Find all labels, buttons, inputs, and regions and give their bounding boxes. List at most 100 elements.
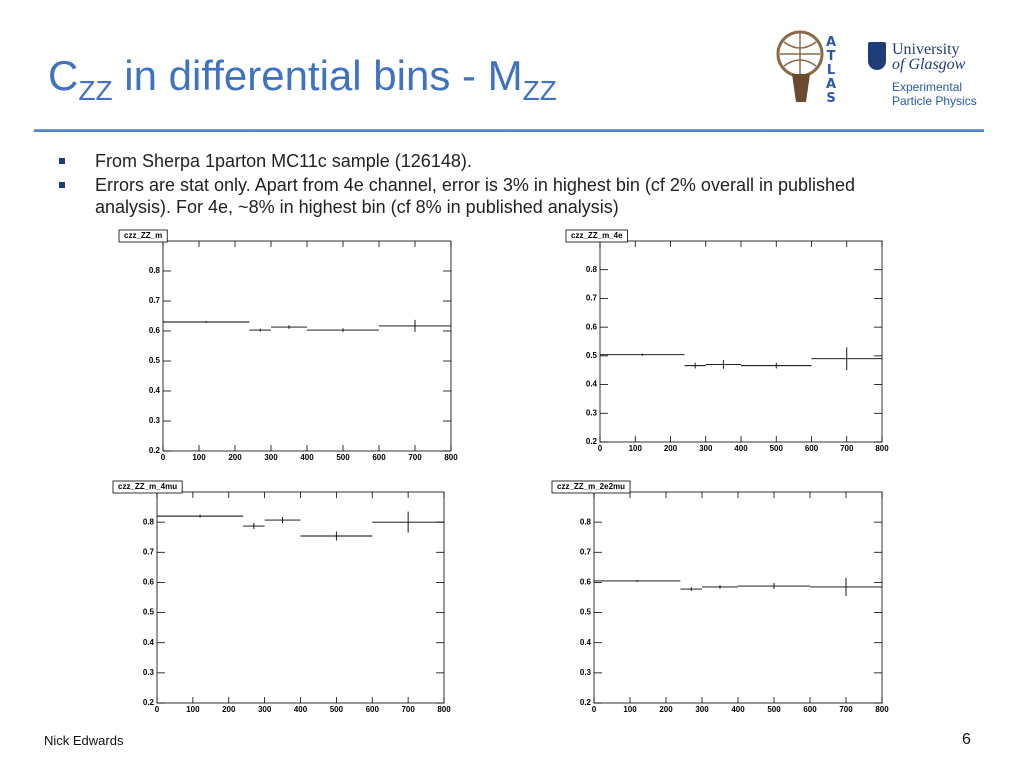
x-tick-label: 0 xyxy=(592,705,597,714)
y-tick-label: 0.4 xyxy=(586,380,598,389)
chart-title-box xyxy=(112,480,183,494)
x-tick-label: 200 xyxy=(664,444,678,453)
y-tick-label: 0.8 xyxy=(586,265,598,274)
x-tick-label: 800 xyxy=(437,705,451,714)
group-line: Experimental xyxy=(892,80,963,94)
plot-frame xyxy=(162,240,452,452)
x-tick-label: 300 xyxy=(695,705,709,714)
y-tick-label: 0.6 xyxy=(149,326,161,335)
bullet: Errors are stat only. Apart from 4e chan… xyxy=(59,174,935,218)
atlas-letter: S xyxy=(826,91,836,106)
uni-line: of Glasgow xyxy=(892,56,966,73)
page-number: 6 xyxy=(962,731,971,748)
title-text: C xyxy=(48,52,79,99)
plot-frame xyxy=(593,491,883,704)
chart-title-box xyxy=(118,229,168,243)
y-tick-label: 0.7 xyxy=(149,296,161,305)
x-tick-label: 300 xyxy=(258,705,272,714)
x-tick-label: 400 xyxy=(300,453,314,462)
crest xyxy=(868,42,886,70)
plot-frame xyxy=(156,491,445,704)
x-tick-label: 500 xyxy=(330,705,344,714)
y-tick-label: 0.4 xyxy=(143,638,155,647)
x-tick-label: 300 xyxy=(264,453,278,462)
y-tick-label: 0.6 xyxy=(580,578,592,587)
y-tick-label: 0.5 xyxy=(143,608,155,617)
title-sub: ZZ xyxy=(522,75,557,106)
chart-title: czz_ZZ_m_4e xyxy=(571,231,623,240)
y-tick-label: 0.3 xyxy=(149,416,161,425)
y-tick-label: 0.2 xyxy=(143,698,155,707)
x-tick-label: 200 xyxy=(228,453,242,462)
footer-author: Nick Edwards xyxy=(44,733,124,748)
slide-title: CZZ in differential bins - MZZ xyxy=(48,52,557,107)
x-tick-label: 700 xyxy=(401,705,415,714)
y-tick-label: 0.4 xyxy=(580,638,592,647)
y-tick-label: 0.5 xyxy=(586,351,598,360)
y-tick-label: 0.5 xyxy=(149,356,161,365)
y-tick-label: 0.2 xyxy=(149,446,161,455)
x-tick-label: 100 xyxy=(629,444,643,453)
atlas-letter: L xyxy=(826,63,836,78)
y-tick-label: 0.5 xyxy=(580,608,592,617)
y-tick-label: 0.7 xyxy=(580,547,592,556)
x-tick-label: 700 xyxy=(839,705,853,714)
x-tick-label: 0 xyxy=(155,705,160,714)
title-sub: ZZ xyxy=(78,75,113,106)
y-tick-label: 0.7 xyxy=(143,547,155,556)
y-tick-label: 0.3 xyxy=(143,668,155,677)
x-tick-label: 400 xyxy=(734,444,748,453)
x-tick-label: 500 xyxy=(770,444,784,453)
x-tick-label: 200 xyxy=(222,705,236,714)
x-tick-label: 700 xyxy=(408,453,422,462)
x-tick-label: 100 xyxy=(623,705,637,714)
chart-title-box xyxy=(551,480,631,494)
x-tick-label: 600 xyxy=(803,705,817,714)
x-tick-label: 300 xyxy=(699,444,713,453)
y-tick-label: 0.2 xyxy=(580,698,592,707)
y-tick-label: 0.2 xyxy=(586,437,598,446)
x-tick-label: 700 xyxy=(840,444,854,453)
uni-line: University xyxy=(892,41,960,58)
atlas-letter: A xyxy=(825,77,837,92)
atlas-letter: A xyxy=(825,35,837,50)
x-tick-label: 500 xyxy=(336,453,350,462)
x-tick-label: 100 xyxy=(192,453,206,462)
y-tick-label: 0.7 xyxy=(586,294,598,303)
x-tick-label: 400 xyxy=(731,705,745,714)
y-tick-label: 0.6 xyxy=(586,322,598,331)
x-tick-label: 600 xyxy=(805,444,819,453)
x-tick-label: 600 xyxy=(366,705,380,714)
x-tick-label: 600 xyxy=(372,453,386,462)
group-line: Particle Physics xyxy=(892,94,977,108)
x-tick-label: 800 xyxy=(875,444,889,453)
atlas-letter: T xyxy=(826,49,836,64)
title-text: in differential bins - M xyxy=(124,52,523,99)
x-tick-label: 800 xyxy=(444,453,458,462)
chart-title: czz_ZZ_m xyxy=(124,231,162,240)
chart-title: czz_ZZ_m_2e2mu xyxy=(557,482,625,491)
y-tick-label: 0.3 xyxy=(586,408,598,417)
plot-frame xyxy=(599,240,883,443)
x-tick-label: 500 xyxy=(767,705,781,714)
y-tick-label: 0.3 xyxy=(580,668,592,677)
y-tick-label: 0.6 xyxy=(143,578,155,587)
x-tick-label: 200 xyxy=(659,705,673,714)
group-name: Experimental Particle Physics xyxy=(892,80,977,108)
bullet: From Sherpa 1parton MC11c sample (126148… xyxy=(59,150,935,172)
y-tick-label: 0.8 xyxy=(143,517,155,526)
y-tick-label: 0.4 xyxy=(149,386,161,395)
x-tick-label: 400 xyxy=(294,705,308,714)
y-tick-label: 0.8 xyxy=(149,266,161,275)
university-logo: University of Glasgow xyxy=(892,41,966,73)
x-tick-label: 0 xyxy=(598,444,603,453)
x-tick-label: 100 xyxy=(186,705,200,714)
chart-title: czz_ZZ_m_4mu xyxy=(118,482,177,491)
title-rule xyxy=(34,129,984,132)
x-tick-label: 0 xyxy=(161,453,166,462)
y-tick-label: 0.8 xyxy=(580,517,592,526)
chart-title-box xyxy=(565,229,628,243)
